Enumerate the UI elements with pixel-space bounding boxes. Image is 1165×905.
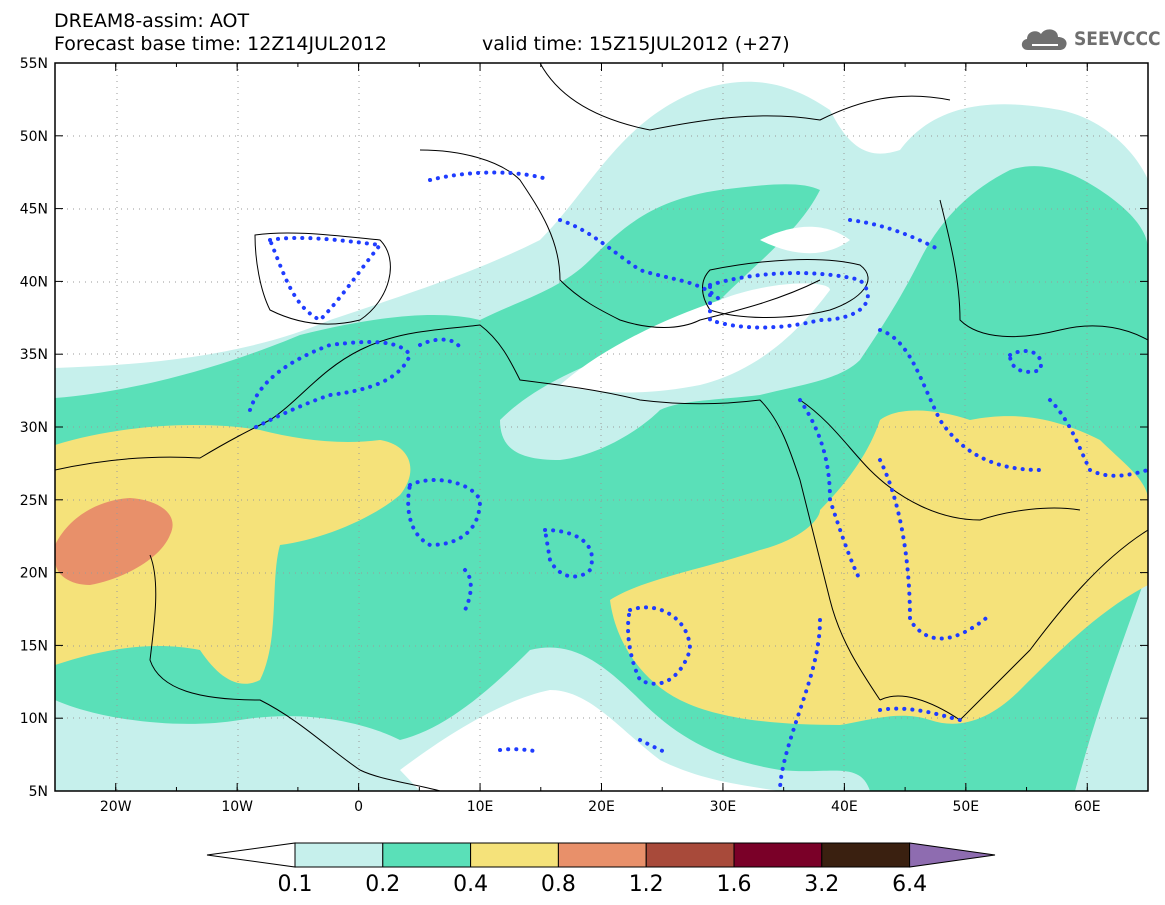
aot-0.1-lower-region bbox=[55, 647, 870, 791]
aot-0.8-region bbox=[55, 498, 173, 585]
seevccc-logo: SEEVCCC bbox=[1018, 24, 1161, 54]
colorbar-level-label: 0.2 bbox=[365, 872, 401, 897]
lat-tick-label: 20N bbox=[20, 566, 48, 582]
lon-tick-label: 20E bbox=[588, 799, 615, 815]
lon-tick-label: 60E bbox=[1074, 799, 1101, 815]
lat-tick-label: 35N bbox=[20, 347, 48, 363]
colorbar-level-label: 0.1 bbox=[277, 872, 313, 897]
lat-tick-label: 10N bbox=[20, 711, 48, 727]
aot-below-0.1-region bbox=[760, 226, 850, 254]
colorbar bbox=[206, 842, 996, 868]
colorbar-segment bbox=[733, 842, 823, 868]
gridlines bbox=[55, 63, 1148, 791]
aot-below-0.1-region bbox=[400, 690, 780, 791]
lon-tick-label: 10E bbox=[467, 799, 494, 815]
colorbar-level-label: 1.2 bbox=[628, 872, 664, 897]
aot-below-0.1-region bbox=[55, 63, 700, 335]
aot-0.4-region bbox=[55, 425, 411, 684]
colorbar-segment bbox=[821, 842, 911, 868]
colorbar-segment bbox=[645, 842, 735, 868]
aot-dotted-contours bbox=[248, 170, 1148, 791]
aot-0.4-region bbox=[610, 410, 1148, 725]
lat-tick-label: 45N bbox=[20, 202, 48, 218]
forecast-time-line: Forecast base time: 12Z14JUL2012 valid ti… bbox=[54, 33, 790, 55]
colorbar-level-label: 3.2 bbox=[804, 872, 840, 897]
lat-tick-label: 15N bbox=[20, 638, 48, 654]
lon-axis: 20W 10W 0 10E 20E 30E 40E 50E 60E bbox=[54, 63, 1149, 815]
aot-below-0.1-region bbox=[560, 283, 830, 393]
lon-tick-label: 20W bbox=[100, 799, 132, 815]
colorbar-segment bbox=[470, 842, 559, 868]
colorbar-segment bbox=[557, 842, 647, 868]
valid-time: valid time: 15Z15JUL2012 (+27) bbox=[482, 33, 790, 55]
colorbar-segment bbox=[382, 842, 472, 868]
colorbar-level-label: 6.4 bbox=[892, 872, 928, 897]
colorbar-level-label: 1.6 bbox=[716, 872, 752, 897]
lat-tick-label: 50N bbox=[20, 129, 48, 145]
lon-tick-label: 50E bbox=[952, 799, 979, 815]
lat-tick-label: 55N bbox=[20, 56, 48, 72]
lon-tick-label: 40E bbox=[831, 799, 858, 815]
base-time: Forecast base time: 12Z14JUL2012 bbox=[54, 33, 387, 55]
colorbar-level-label: 0.8 bbox=[540, 872, 576, 897]
logo-text: SEEVCCC bbox=[1074, 28, 1161, 50]
map-title: DREAM8-assim: AOT bbox=[54, 10, 250, 32]
lat-tick-label: 25N bbox=[20, 493, 48, 509]
colorbar-under-triangle bbox=[206, 842, 296, 868]
colorbar-level-label: 0.4 bbox=[453, 872, 489, 897]
lon-tick-label: 10W bbox=[221, 799, 253, 815]
lon-tick-label: 30E bbox=[710, 799, 737, 815]
lat-axis: 55N 50N 45N 40N 35N 30N 25N 20N 15N 10N 5N bbox=[20, 56, 1148, 800]
coastlines bbox=[55, 63, 1148, 791]
aot-below-0.1-region bbox=[760, 63, 1148, 150]
cloud-logo-icon bbox=[1021, 29, 1067, 50]
lat-tick-label: 30N bbox=[20, 420, 48, 436]
lat-tick-label: 40N bbox=[20, 274, 48, 290]
colorbar-segment bbox=[294, 842, 384, 868]
lat-tick-label: 5N bbox=[29, 784, 48, 800]
colorbar-over-triangle bbox=[909, 842, 996, 868]
lon-tick-label: 0 bbox=[354, 799, 363, 815]
